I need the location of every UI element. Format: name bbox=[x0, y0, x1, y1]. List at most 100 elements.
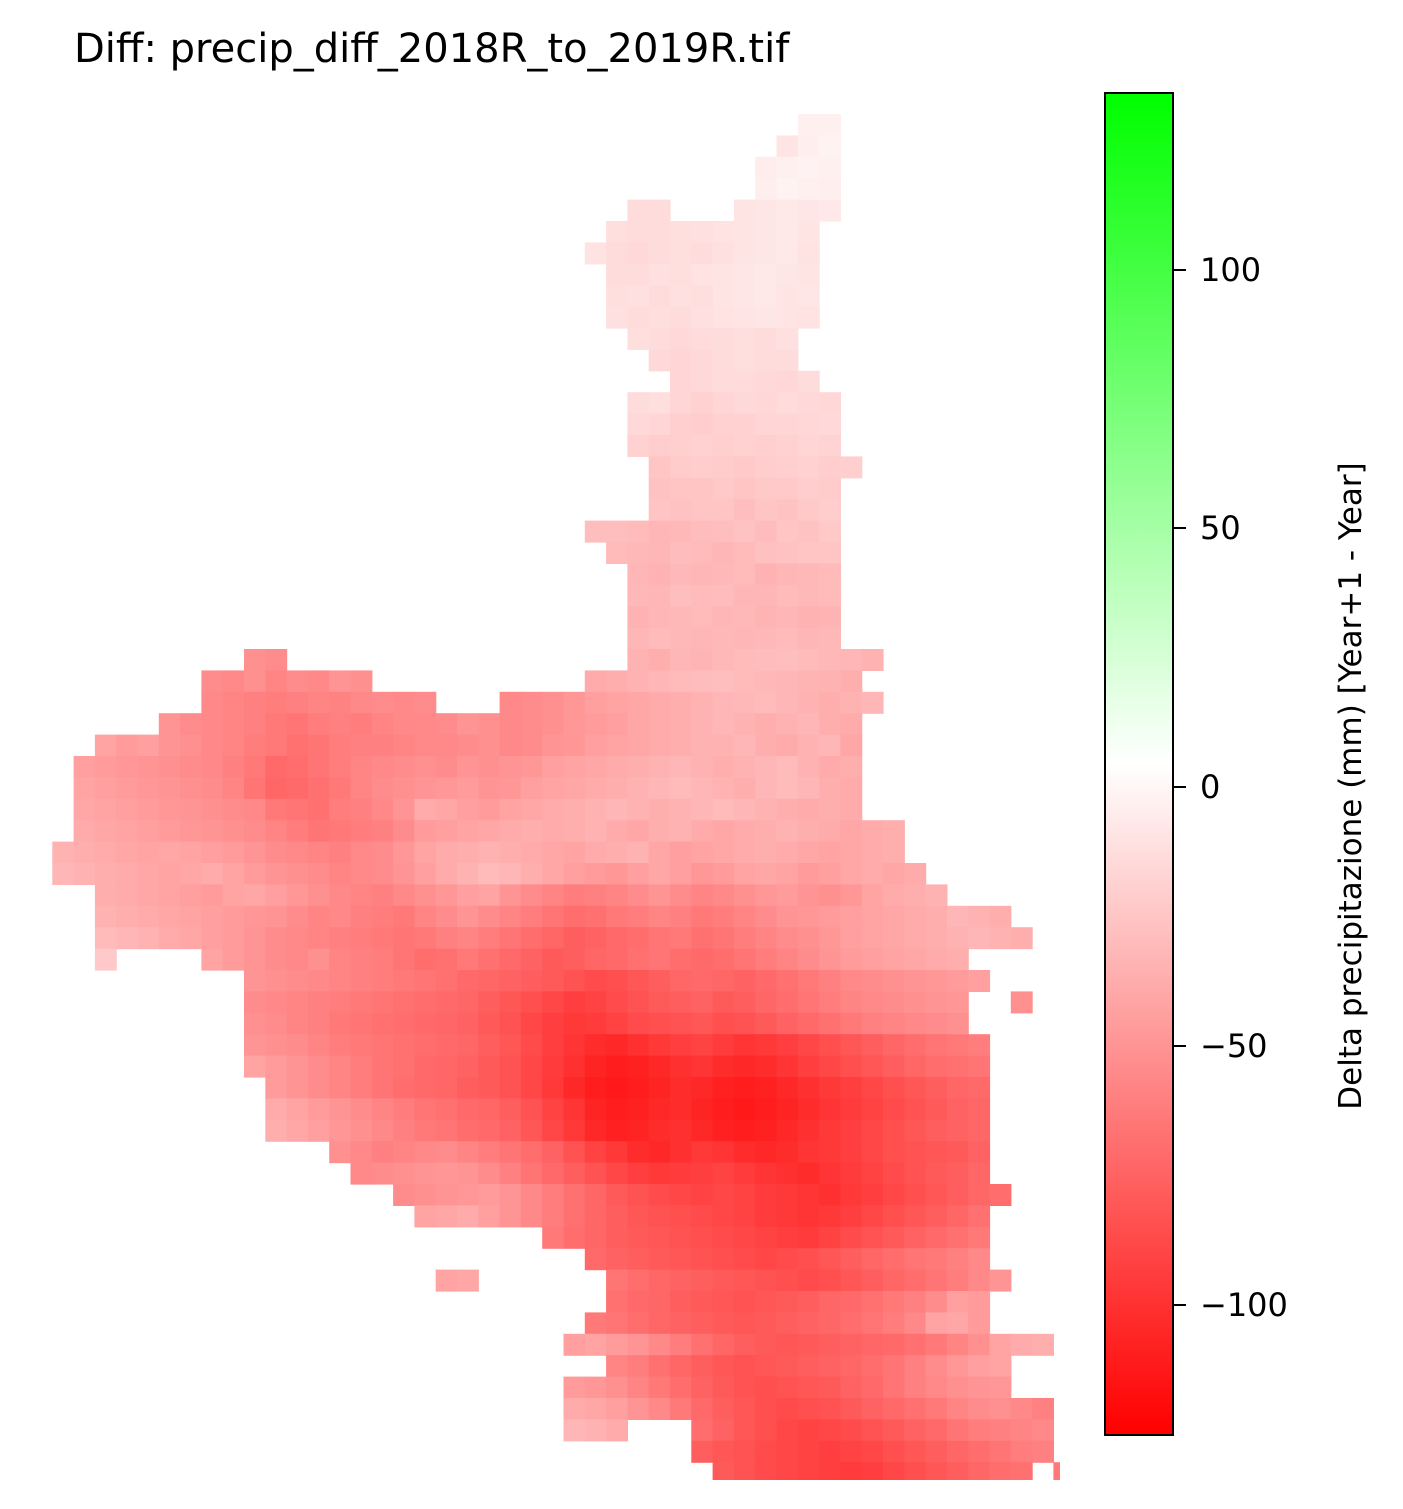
raster-cell bbox=[350, 948, 373, 971]
colorbar-tick bbox=[1174, 1304, 1186, 1306]
raster-cell bbox=[733, 841, 756, 864]
raster-cell bbox=[670, 970, 692, 992]
raster-cell bbox=[73, 798, 96, 821]
raster-cell bbox=[691, 1034, 714, 1057]
raster-cell bbox=[222, 734, 245, 757]
raster-cell bbox=[904, 1034, 927, 1057]
raster-cell bbox=[776, 948, 799, 971]
raster-cell bbox=[499, 691, 522, 714]
raster-cell bbox=[797, 1355, 820, 1378]
raster-cell bbox=[499, 905, 522, 928]
raster-cell bbox=[840, 1440, 863, 1463]
raster-cell bbox=[286, 1012, 309, 1035]
raster-cell bbox=[329, 691, 352, 714]
raster-cell bbox=[712, 991, 735, 1014]
raster-cell bbox=[946, 1184, 969, 1206]
raster-cell bbox=[648, 713, 671, 736]
raster-cell bbox=[606, 1119, 628, 1142]
raster-cell bbox=[755, 156, 778, 179]
raster-cell bbox=[1032, 1419, 1054, 1442]
raster-cell bbox=[691, 370, 714, 393]
raster-cell bbox=[222, 905, 245, 928]
raster-cell bbox=[371, 863, 394, 885]
raster-cell bbox=[435, 927, 458, 950]
raster-cell bbox=[499, 1205, 522, 1228]
raster-cell bbox=[755, 1141, 778, 1164]
raster-cell bbox=[563, 905, 586, 928]
raster-cell bbox=[840, 1376, 863, 1399]
raster-cell bbox=[414, 734, 437, 757]
raster-cell bbox=[691, 863, 714, 885]
raster-cell bbox=[797, 798, 820, 821]
raster-cell bbox=[244, 691, 266, 714]
raster-cell bbox=[883, 1269, 905, 1292]
raster-cell bbox=[457, 884, 479, 907]
raster-cell bbox=[286, 970, 309, 992]
raster-cell bbox=[329, 1119, 352, 1142]
raster-cell bbox=[861, 863, 884, 885]
raster-cell bbox=[393, 948, 415, 971]
raster-cell bbox=[350, 863, 373, 885]
raster-cell bbox=[457, 1141, 479, 1164]
raster-cell bbox=[1053, 1462, 1060, 1480]
raster-cell bbox=[797, 1269, 820, 1292]
raster-cell bbox=[925, 927, 948, 950]
raster-cell bbox=[606, 542, 628, 564]
raster-cell bbox=[797, 456, 820, 479]
raster-cell bbox=[946, 1034, 969, 1057]
raster-cell bbox=[840, 456, 863, 479]
raster-cell bbox=[755, 948, 778, 971]
raster-cell bbox=[201, 756, 224, 778]
raster-cell bbox=[883, 927, 905, 950]
raster-cell bbox=[542, 841, 565, 864]
raster-cell bbox=[606, 1398, 628, 1420]
raster-cell bbox=[861, 1119, 884, 1142]
raster-cell bbox=[904, 1012, 927, 1035]
raster-cell bbox=[733, 370, 756, 393]
raster-cell bbox=[457, 1269, 479, 1292]
raster-cell bbox=[499, 1162, 522, 1185]
raster-cell bbox=[819, 1119, 841, 1142]
raster-cell bbox=[286, 756, 309, 778]
raster-cell bbox=[94, 756, 117, 778]
raster-cell bbox=[861, 1355, 884, 1378]
raster-cell bbox=[840, 1162, 863, 1185]
raster-cell bbox=[435, 1012, 458, 1035]
raster-cell bbox=[94, 884, 117, 907]
raster-cell bbox=[861, 1419, 884, 1442]
raster-cell bbox=[797, 1034, 820, 1057]
raster-cell bbox=[499, 884, 522, 907]
raster-cell bbox=[371, 1162, 394, 1185]
raster-cell bbox=[648, 841, 671, 864]
raster-cell bbox=[648, 413, 671, 436]
raster-cell bbox=[925, 1141, 948, 1164]
raster-cell bbox=[755, 1034, 778, 1057]
raster-cell bbox=[265, 756, 288, 778]
raster-cell bbox=[393, 841, 415, 864]
raster-cell bbox=[457, 1162, 479, 1185]
raster-cell bbox=[116, 905, 139, 928]
raster-cell bbox=[946, 1248, 969, 1271]
raster-cell bbox=[819, 135, 841, 158]
raster-cell bbox=[819, 1312, 841, 1335]
raster-cell bbox=[606, 1162, 628, 1185]
raster-cell bbox=[840, 756, 863, 778]
raster-cell bbox=[819, 1098, 841, 1121]
raster-cell bbox=[627, 606, 650, 629]
raster-cell bbox=[648, 905, 671, 928]
raster-cell bbox=[691, 1055, 714, 1078]
raster-cell bbox=[712, 884, 735, 907]
raster-cell bbox=[520, 1205, 543, 1228]
raster-cell bbox=[712, 306, 735, 329]
raster-cell bbox=[712, 328, 735, 350]
raster-cell bbox=[904, 1419, 927, 1442]
raster-cell bbox=[1010, 1462, 1033, 1480]
raster-cell bbox=[606, 263, 628, 286]
raster-cell bbox=[414, 970, 437, 992]
raster-cell bbox=[670, 392, 692, 415]
raster-cell bbox=[861, 1162, 884, 1185]
raster-cell bbox=[478, 1077, 501, 1099]
raster-cell bbox=[989, 1419, 1012, 1442]
raster-cell bbox=[968, 1077, 991, 1099]
raster-cell bbox=[712, 520, 735, 543]
